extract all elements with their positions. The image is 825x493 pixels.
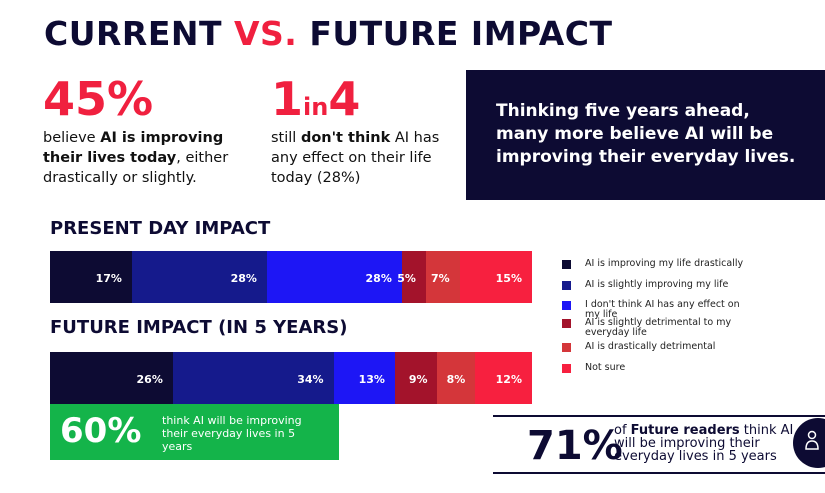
legend-swatch (562, 364, 571, 373)
bar-segment-label: 5% (397, 272, 416, 285)
bar-segment-label: 12% (495, 373, 522, 386)
bar-segment-label: 34% (297, 373, 324, 386)
bar-segment-label: 13% (358, 373, 385, 386)
stat-1in4-value: 1in4 (271, 72, 361, 126)
bar-segment-label: 17% (95, 272, 122, 285)
future-readers-value: 71% (527, 423, 623, 469)
bar-segment (131, 251, 267, 303)
legend-label: Not sure (585, 362, 626, 373)
legend-label: AI is slightly detrimental to my everyda… (585, 317, 732, 338)
legend-label: AI is drastically detrimental (585, 341, 716, 352)
green-stat-text: think AI will be improving their everyda… (162, 414, 302, 453)
callout-box: Thinking five years ahead, many more bel… (466, 70, 825, 200)
legend-swatch (562, 301, 571, 310)
bar-segment-label: 28% (230, 272, 257, 285)
bar-segment (475, 352, 532, 404)
present-impact-bar: 17% 28% 28% 5% 7% 15% (50, 251, 532, 303)
bar-segment (333, 352, 395, 404)
legend-swatch (562, 260, 571, 269)
bar-segment-label: 26% (136, 373, 163, 386)
legend-swatch (562, 319, 571, 328)
future-readers-box: 71% of Future readers think AI will be i… (493, 415, 825, 474)
legend-label: AI is improving my life drastically (585, 258, 744, 269)
stat-1in4-text: still don't think AI has any effect on t… (271, 130, 440, 186)
bar-segment (401, 251, 426, 303)
future-readers-text: of Future readers think AI will be impro… (614, 423, 794, 464)
bar-segment-label: 7% (431, 272, 450, 285)
callout-text: Thinking five years ahead, many more bel… (496, 101, 796, 167)
bar-segment (266, 251, 402, 303)
green-stat-value: 60% (60, 411, 142, 451)
future-readers-badge (793, 418, 825, 468)
present-heading: PRESENT DAY IMPACT (50, 218, 271, 239)
bar-segment (437, 352, 476, 404)
bar-segment (425, 251, 460, 303)
legend-label: I don't think AI has any effect on my li… (585, 299, 740, 320)
bar-segment (459, 251, 532, 303)
bar-segment-label: 15% (495, 272, 522, 285)
page-title: CURRENT VS. FUTURE IMPACT (44, 14, 613, 53)
bar-segment (394, 352, 438, 404)
bar-segment-label: 28% (365, 272, 392, 285)
bar-segment (50, 251, 132, 303)
person-icon (805, 430, 819, 450)
future-heading: FUTURE IMPACT (IN 5 YEARS) (50, 317, 348, 338)
bar-segment (50, 352, 173, 404)
future-impact-bar: 26% 34% 13% 9% 8% 12% (50, 352, 532, 404)
stat-45-text: believe AI is improving their lives toda… (43, 130, 229, 186)
bar-segment-label: 8% (446, 373, 466, 386)
green-stat-box: 60% think AI will be improving their eve… (50, 404, 339, 460)
bar-segment-label: 9% (408, 373, 428, 386)
bar-segment (172, 352, 334, 404)
legend-swatch (562, 343, 571, 352)
legend-label: AI is slightly improving my life (585, 279, 729, 290)
legend-swatch (562, 281, 571, 290)
stat-45-value: 45% (43, 72, 154, 126)
